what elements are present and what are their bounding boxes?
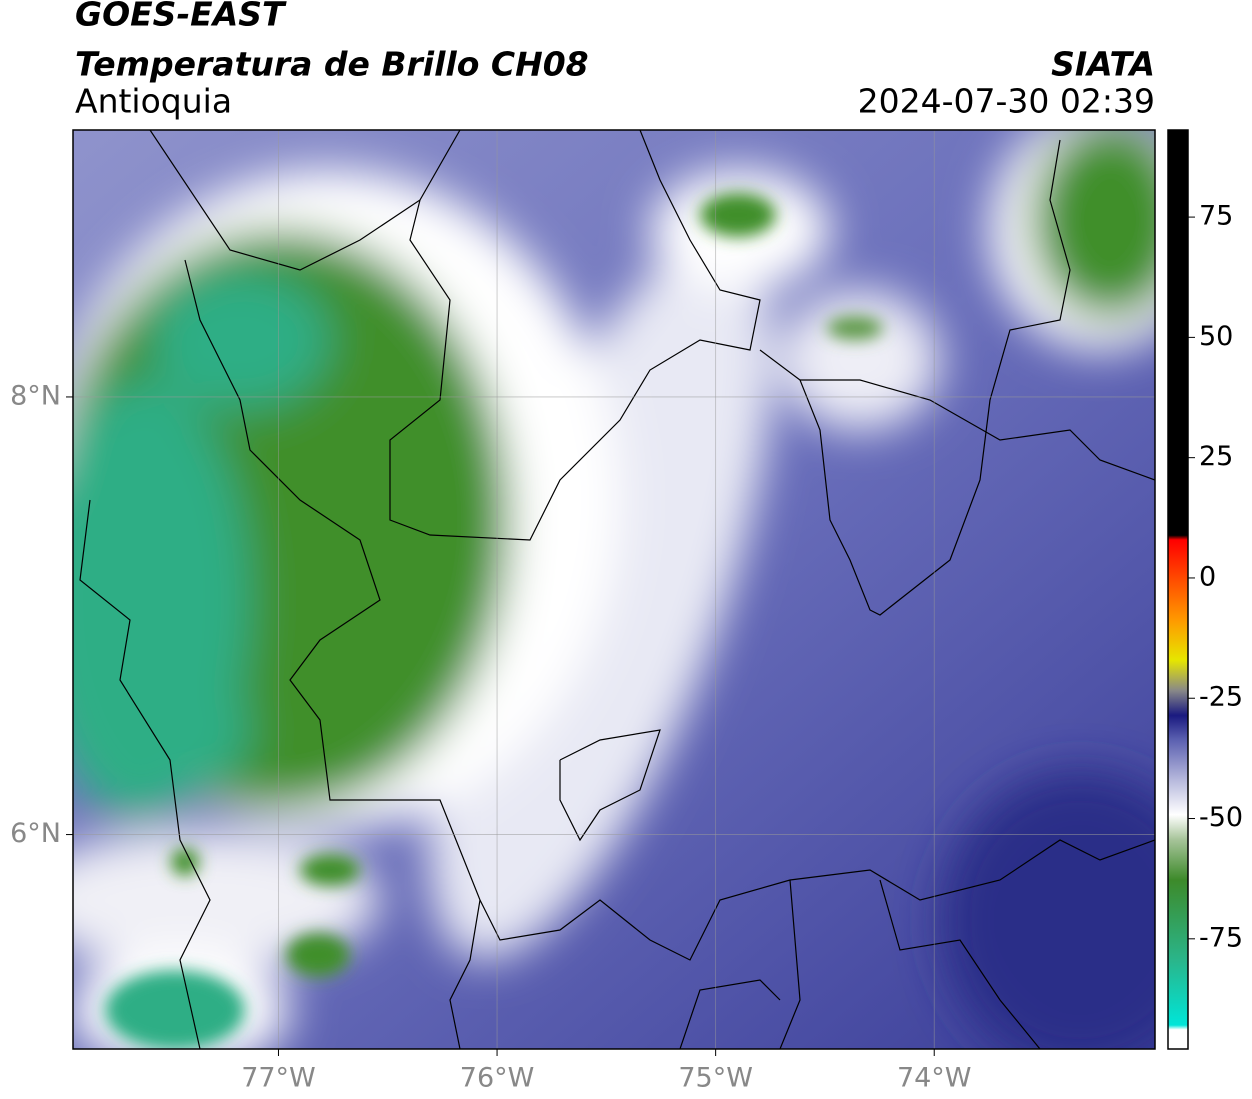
satellite-image (73, 130, 1155, 1049)
subtitle: Temperatura de Brillo CH08 (75, 45, 589, 84)
colorbar-tick-label: -50 (1199, 802, 1243, 833)
colorbar-tick-label: -25 (1199, 682, 1243, 713)
datetime: 2024-07-30 02:39 (858, 82, 1155, 121)
y-tick-label: 6°N (10, 818, 61, 849)
colorbar-tick-label: 50 (1199, 321, 1233, 352)
title: GOES-EAST (75, 0, 287, 34)
colorbar-tick-label: 25 (1199, 441, 1233, 472)
x-tick-label: 75°W (678, 1063, 753, 1094)
map-frame (72, 129, 1156, 1050)
colorbar-tick-label: 75 (1199, 201, 1233, 232)
colorbar-tick-label: 0 (1199, 561, 1216, 592)
colorbar (1167, 129, 1189, 1050)
x-tick-label: 74°W (897, 1063, 972, 1094)
x-tick-label: 77°W (241, 1063, 316, 1094)
source: SIATA (1051, 45, 1155, 84)
region: Antioquia (75, 82, 232, 121)
y-tick-label: 8°N (10, 380, 61, 411)
x-tick-label: 76°W (460, 1063, 535, 1094)
colorbar-tick-label: -75 (1199, 922, 1243, 953)
